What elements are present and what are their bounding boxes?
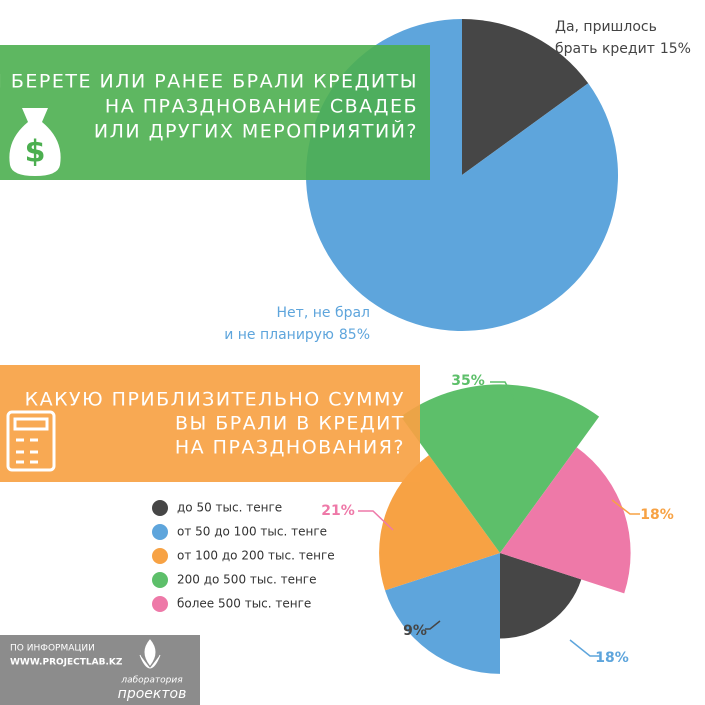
value-label: 21% (321, 503, 355, 519)
legend-swatch (152, 572, 168, 588)
logo-text: лаборатория (120, 676, 183, 686)
legend-swatch (152, 596, 168, 612)
slice-label: Нет, не брал (277, 305, 370, 321)
footer-box (0, 635, 200, 705)
polar-sector (400, 384, 600, 553)
slice-label-text: брать кредит (555, 41, 655, 57)
title-banner (0, 365, 420, 482)
legend-label: от 50 до 100 тыс. тенге (177, 525, 327, 539)
slice-label-text: и не планирую (224, 327, 334, 343)
title-line: ВЫ БРАЛИ В КРЕДИТ (175, 413, 405, 435)
legend-swatch (152, 548, 168, 564)
value-label: 15% (660, 41, 691, 57)
title-line: НА ПРАЗДНОВАНИЯ? (175, 437, 405, 459)
legend-label: до 50 тыс. тенге (177, 501, 282, 515)
legend-label: от 100 до 200 тыс. тенге (177, 549, 335, 563)
leader-line (569, 639, 600, 657)
svg-text:$: $ (25, 135, 46, 170)
legend-swatch (152, 500, 168, 516)
value-label: 18% (595, 650, 629, 666)
polar-sector (500, 447, 631, 594)
leader-line (425, 620, 441, 630)
logo-mark (139, 639, 161, 669)
calculator-icon (6, 410, 56, 472)
legend-label: 200 до 500 тыс. тенге (177, 573, 317, 587)
title-line: ВЫ БЕРЕТЕ ИЛИ РАНЕЕ БРАЛИ КРЕДИТЫ (0, 71, 418, 93)
polar-sector (500, 553, 582, 639)
slice-label: брать кредит 15% (555, 41, 691, 57)
value-label: 35% (451, 373, 485, 389)
title-line: КАКУЮ ПРИБЛИЗИТЕЛЬНО СУММУ (25, 389, 405, 411)
legend-label: более 500 тыс. тенге (177, 597, 311, 611)
footer-source: WWW.PROJECTLAB.KZ (10, 658, 123, 668)
polar-sector (385, 553, 500, 674)
title-line: НА ПРАЗДНОВАНИЕ СВАДЕБ (105, 96, 418, 118)
polar-area-chart (379, 384, 631, 674)
legend-swatch (152, 524, 168, 540)
footer-source: ПО ИНФОРМАЦИИ (10, 644, 95, 654)
leader-line (358, 510, 394, 531)
value-label: 9% (403, 623, 427, 639)
title-line: ИЛИ ДРУГИХ МЕРОПРИЯТИЙ? (94, 120, 418, 143)
slice-label: и не планирую 85% (224, 327, 370, 343)
value-label: 85% (339, 327, 370, 343)
pie-slice (462, 19, 589, 175)
leader-line (611, 499, 640, 515)
title-banner (0, 45, 430, 180)
polar-sector (379, 455, 500, 591)
leader-line (490, 381, 516, 401)
value-label: 18% (640, 507, 674, 523)
slice-label: Да, пришлось (555, 19, 657, 35)
logo-text: проектов (118, 686, 187, 702)
money-bag-icon: $ (9, 108, 61, 176)
